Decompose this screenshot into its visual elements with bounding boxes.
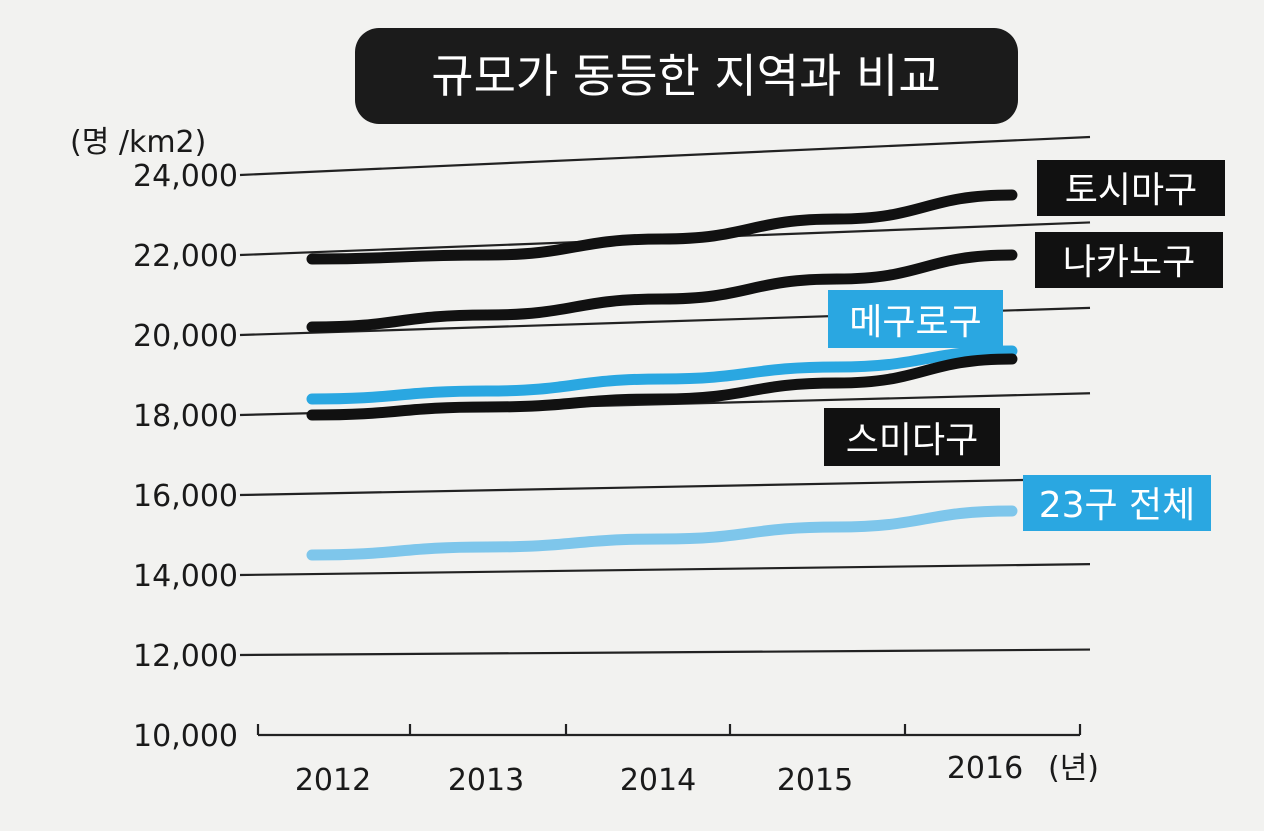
- title-text: 규모가 동등한 지역과 비교: [431, 49, 940, 103]
- series-label: 메구로구: [828, 290, 1003, 348]
- y-axis-unit: (명 /km2): [70, 125, 206, 160]
- x-tick-label: 2013: [448, 763, 524, 798]
- series-label: 23구 전체: [1023, 475, 1211, 531]
- label-box: [1023, 475, 1211, 531]
- series-line: [306, 249, 1018, 333]
- y-tick-label: 20,000: [133, 319, 238, 354]
- y-tick-label: 18,000: [133, 399, 238, 434]
- y-tick-label: 24,000: [133, 159, 238, 194]
- grid-line: [239, 563, 1091, 577]
- series-label: 스미다구: [824, 408, 1000, 466]
- series-line: [306, 189, 1018, 265]
- y-tick-label: 12,000: [133, 639, 238, 674]
- grid-line: [239, 477, 1091, 497]
- x-tick-label: 2015: [777, 763, 853, 798]
- x-tick-label: 2012: [295, 763, 371, 798]
- series-label: 나카노구: [1035, 232, 1223, 288]
- title-badge: [355, 28, 1018, 124]
- x-axis-unit: (년): [1048, 751, 1099, 786]
- y-tick-label: 22,000: [133, 239, 238, 274]
- y-tick-label: 14,000: [133, 559, 238, 594]
- chart-title: 규모가 동등한 지역과 비교: [355, 28, 1018, 124]
- grid-line: [239, 648, 1091, 657]
- series-lines: [306, 189, 1018, 561]
- x-axis: 2012 2013 2014 2015 2016: [256, 724, 1082, 798]
- grid-line: [239, 135, 1091, 177]
- series-label-text: 나카노구: [1063, 242, 1195, 283]
- x-tick-label: 2016: [947, 751, 1023, 786]
- y-tick-label: 10,000: [133, 719, 238, 754]
- label-box: [1035, 232, 1223, 288]
- x-tick-label: 2014: [620, 763, 696, 798]
- label-box: [828, 290, 1003, 348]
- series-label-text: 메구로구: [849, 302, 981, 343]
- y-tick-labels: 10,000 12,000 14,000 16,000 18,000 20,000 22,0…: [133, 159, 238, 754]
- series-line: [306, 353, 1018, 421]
- y-tick-label: 16,000: [133, 479, 238, 514]
- label-box: [1037, 160, 1225, 216]
- series-label-text: 23구 전체: [1039, 485, 1196, 526]
- series-label: 토시마구: [1037, 160, 1225, 216]
- series-line: [306, 505, 1018, 561]
- series-label-text: 토시마구: [1065, 170, 1197, 211]
- label-box: [824, 408, 1000, 466]
- series-line: [306, 345, 1018, 405]
- series-label-text: 스미다구: [846, 420, 978, 461]
